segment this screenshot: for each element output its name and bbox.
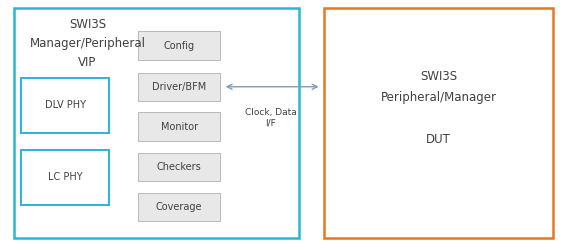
- Text: SWI3S
Peripheral/Manager

DUT: SWI3S Peripheral/Manager DUT: [381, 70, 497, 146]
- Text: Checkers: Checkers: [157, 162, 201, 172]
- Bar: [324, 8, 553, 237]
- Text: SWI3S
Manager/Peripheral
VIP: SWI3S Manager/Peripheral VIP: [29, 18, 146, 68]
- Bar: [138, 72, 220, 101]
- Bar: [21, 78, 109, 132]
- Bar: [138, 152, 220, 181]
- Text: Monitor: Monitor: [161, 122, 197, 132]
- Bar: [138, 31, 220, 60]
- Bar: [14, 8, 299, 237]
- Text: Config: Config: [164, 40, 195, 50]
- Bar: [138, 112, 220, 141]
- Text: Coverage: Coverage: [156, 202, 202, 212]
- Text: DLV PHY: DLV PHY: [45, 100, 86, 110]
- Bar: [138, 192, 220, 221]
- Bar: [21, 150, 109, 205]
- Text: Clock, Data
I/F: Clock, Data I/F: [245, 108, 297, 128]
- Text: LC PHY: LC PHY: [48, 172, 82, 182]
- Text: Driver/BFM: Driver/BFM: [152, 82, 206, 92]
